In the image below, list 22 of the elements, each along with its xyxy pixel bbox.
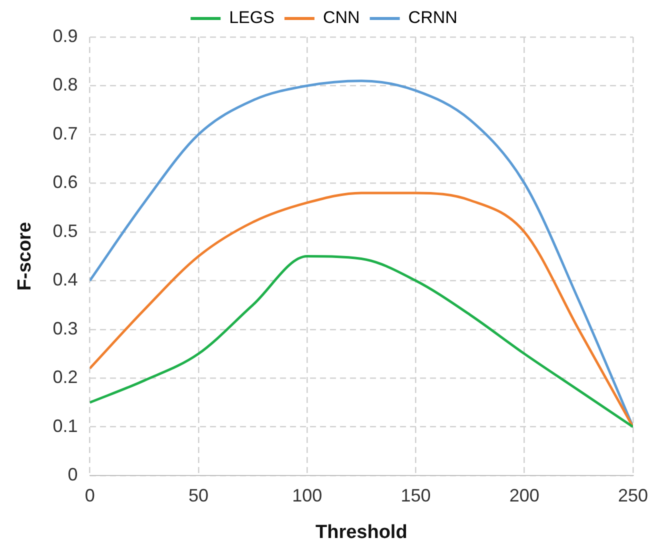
x-axis-title: Threshold — [315, 522, 408, 543]
y-tick-label: 0.1 — [52, 416, 78, 436]
y-tick-label: 0.7 — [52, 123, 78, 144]
y-tick-label: 0 — [68, 464, 78, 485]
x-tick-label: 100 — [292, 485, 322, 506]
x-tick-label: 0 — [84, 485, 95, 506]
y-tick-label: 0.9 — [52, 26, 78, 46]
y-tick-label: 0.8 — [52, 74, 78, 95]
y-axis-title: F-score — [14, 222, 36, 291]
y-tick-label: 0.4 — [52, 270, 78, 290]
x-tick-label: 150 — [400, 485, 431, 506]
y-tick-label: 0.2 — [52, 367, 78, 388]
line-series — [90, 255, 633, 428]
legend-label: LEGS — [229, 8, 274, 28]
legend-label: CRNN — [408, 8, 458, 28]
y-tick-label: 0.5 — [52, 220, 78, 241]
x-tick-label: 250 — [618, 485, 648, 506]
y-tick-label: 0.3 — [52, 318, 78, 338]
x-tick-label: 200 — [509, 485, 540, 506]
legend-label: CNN — [322, 8, 360, 28]
x-tick-label: 50 — [188, 485, 208, 506]
y-tick-label: 0.6 — [52, 172, 78, 192]
